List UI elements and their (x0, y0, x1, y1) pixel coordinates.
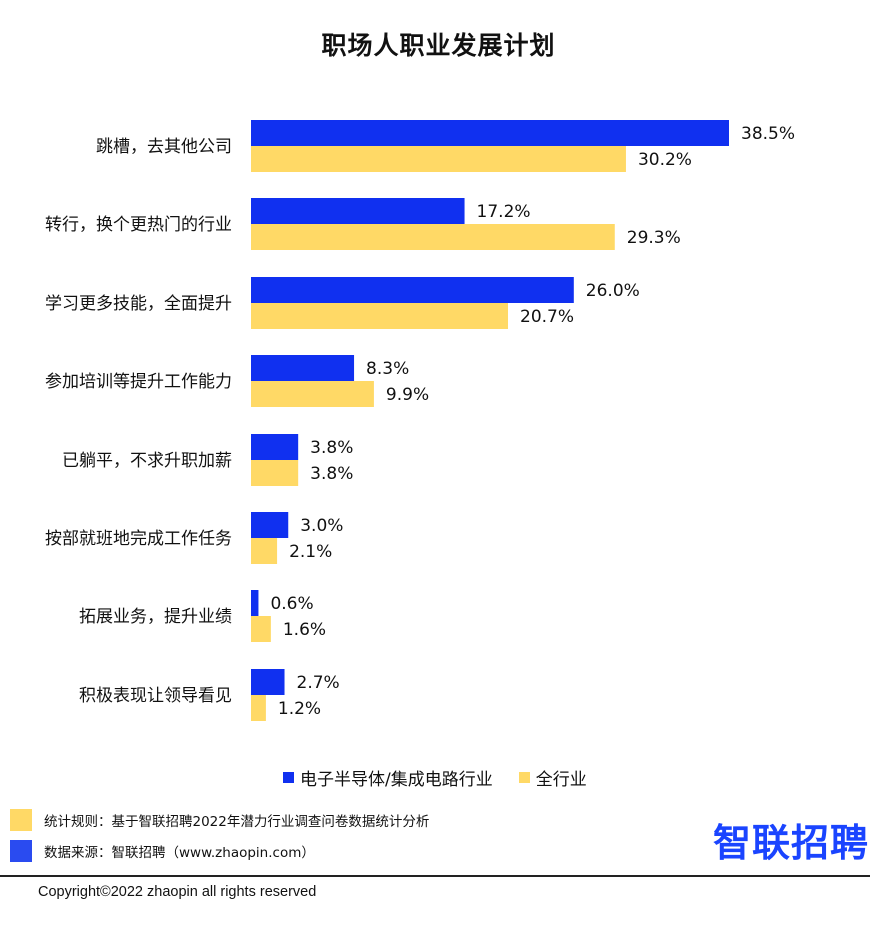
data-label: 20.7% (520, 307, 574, 327)
footer-divider (0, 875, 870, 877)
category-label: 已躺平，不求升职加薪 (62, 451, 232, 471)
bar-series1 (251, 669, 285, 695)
rule-square-icon (10, 809, 32, 831)
bar-series2 (251, 695, 266, 721)
copyright-text: Copyright©2022 zhaopin all rights reserv… (38, 884, 317, 900)
bar-series1 (251, 512, 289, 538)
legend-label-series2: 全行业 (535, 770, 587, 790)
source-square-icon (10, 840, 32, 862)
data-label: 9.9% (386, 385, 429, 405)
data-label: 30.2% (638, 150, 692, 170)
data-label: 3.8% (310, 464, 353, 484)
category-label: 跳槽，去其他公司 (96, 137, 232, 157)
data-label: 8.3% (366, 359, 409, 379)
legend: 电子半导体/集成电路行业 全行业 (283, 765, 613, 790)
bar-series2 (251, 303, 509, 329)
footer-source: 数据来源：智联招聘（www.zhaopin.com） (10, 840, 315, 862)
footer-source-text: 数据来源：智联招聘（www.zhaopin.com） (44, 845, 315, 861)
data-label: 2.7% (297, 673, 340, 693)
bar-series1 (251, 590, 259, 616)
data-label: 1.6% (283, 620, 326, 640)
bar-series1 (251, 355, 355, 381)
category-label: 拓展业务，提升业绩 (79, 607, 232, 627)
bar-series1 (251, 120, 729, 146)
category-label: 按部就班地完成工作任务 (45, 529, 232, 549)
bar-series1 (251, 198, 465, 224)
bar-series1 (251, 434, 299, 460)
data-label: 26.0% (586, 281, 640, 301)
bar-series2 (251, 146, 626, 172)
data-label: 0.6% (270, 594, 313, 614)
category-label: 积极表现让领导看见 (79, 686, 232, 706)
footer-rule-text: 统计规则：基于智联招聘2022年潜力行业调查问卷数据统计分析 (44, 814, 430, 830)
bar-series2 (251, 616, 271, 642)
chart-title: 职场人职业发展计划 (321, 31, 556, 60)
data-label: 38.5% (741, 124, 795, 144)
bar-series2 (251, 538, 278, 564)
footer-rule: 统计规则：基于智联招聘2022年潜力行业调查问卷数据统计分析 (10, 809, 429, 831)
bar-series2 (251, 381, 374, 407)
category-label: 学习更多技能，全面提升 (45, 294, 232, 314)
data-label: 3.8% (310, 438, 353, 458)
legend-swatch-series2 (518, 772, 530, 783)
data-label: 3.0% (300, 516, 343, 536)
bar-series2 (251, 460, 299, 486)
bar-series2 (251, 224, 615, 250)
data-label: 2.1% (289, 542, 332, 562)
category-label: 转行，换个更热门的行业 (45, 215, 232, 235)
legend-item-series2: 全行业 (518, 765, 587, 790)
legend-swatch-series1 (283, 772, 294, 783)
data-label: 29.3% (627, 228, 681, 248)
data-label: 1.2% (278, 699, 321, 719)
bar-series1 (251, 277, 574, 303)
zhaopin-logo: 智联招聘 (713, 821, 870, 865)
legend-label-series1: 电子半导体/集成电路行业 (300, 770, 493, 790)
data-label: 17.2% (477, 202, 531, 222)
bar-chart: 跳槽，去其他公司 38.5% 30.2% 转行，换个更热门的行业 17.2% 29.3% 学… (45, 120, 795, 721)
legend-item-series1: 电子半导体/集成电路行业 (283, 765, 493, 790)
category-label: 参加培训等提升工作能力 (45, 372, 232, 392)
